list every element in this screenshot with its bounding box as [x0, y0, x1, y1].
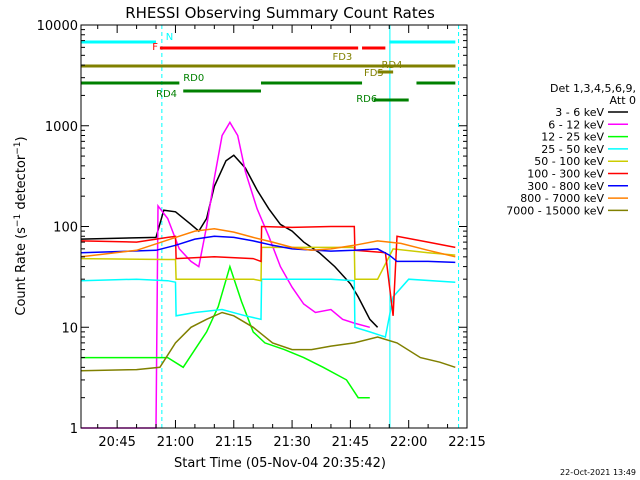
- series-line-0: [80, 154, 379, 328]
- x-axis: 20:45 21:00 21:15 21:30 21:45 22:00 22:15: [97, 25, 486, 450]
- legend-title-line2: Att 0: [610, 94, 636, 107]
- y-axis: 1 10 100 1000 10000: [37, 19, 467, 437]
- y-axis-label: Count Rate (s−1 detector−1): [13, 136, 29, 315]
- series-line-5: [80, 225, 456, 316]
- legend-label-3: 25 - 50 keV: [541, 143, 604, 156]
- chart-title: RHESSI Observing Summary Count Rates: [125, 4, 435, 22]
- series-line-4: [80, 246, 456, 282]
- flag-label-5: RD0: [183, 73, 204, 84]
- flag-label-1: F: [152, 42, 158, 53]
- flag-label-7: RD6: [356, 94, 377, 105]
- flag-label-0: N: [166, 32, 173, 43]
- footer-timestamp: 22-Oct-2021 13:49: [560, 468, 636, 477]
- x-tick-label: 21:00: [157, 435, 194, 450]
- legend-label-5: 100 - 300 keV: [527, 168, 604, 181]
- legend-label-1: 6 - 12 keV: [548, 118, 604, 131]
- legend-label-8: 7000 - 15000 keV: [506, 204, 604, 217]
- series-line-6: [80, 235, 456, 264]
- legend-title-line1: Det 1,3,4,5,6,9,: [550, 82, 636, 95]
- flag-label-4: FD5: [364, 68, 384, 79]
- x-tick-label: 22:00: [390, 435, 427, 450]
- legend-label-4: 50 - 100 keV: [534, 155, 604, 168]
- flag-label-6: RD4: [156, 89, 177, 100]
- x-axis-label: Start Time (05-Nov-04 20:35:42): [174, 456, 386, 471]
- legend-label-6: 300 - 800 keV: [527, 180, 604, 193]
- legend-label-7: 800 - 7000 keV: [520, 192, 604, 205]
- series-line-2: [81, 264, 370, 399]
- legend-label-2: 12 - 25 keV: [541, 131, 604, 144]
- series-line-7: [80, 227, 456, 258]
- y-tick-label: 10000: [37, 19, 78, 34]
- flag-label-3: RD4: [381, 60, 402, 71]
- y-tick-label: 1000: [45, 120, 78, 135]
- x-tick-label: 22:15: [448, 435, 485, 450]
- flag-label-2: FD3: [332, 52, 352, 63]
- y-tick-label: 100: [53, 221, 78, 236]
- x-tick-label: 20:45: [98, 435, 135, 450]
- y-tick-label: 1: [70, 422, 78, 437]
- legend-label-0: 3 - 6 keV: [555, 106, 604, 119]
- y-tick-label: 10: [61, 321, 78, 336]
- x-tick-label: 21:15: [215, 435, 252, 450]
- x-tick-label: 21:45: [332, 435, 369, 450]
- series-line-8: [80, 311, 456, 372]
- x-tick-label: 21:30: [273, 435, 310, 450]
